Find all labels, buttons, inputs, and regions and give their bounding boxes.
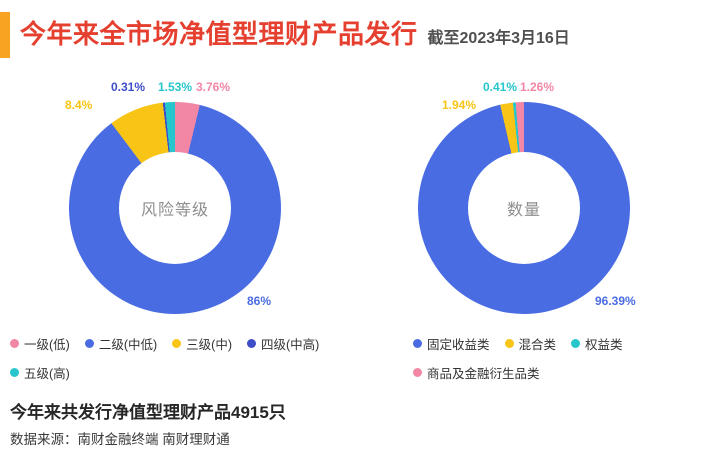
header: 今年来全市场净值型理财产品发行 截至2023年3月16日: [20, 14, 690, 51]
donut-ring: 风险等级: [69, 102, 281, 314]
legend-item: 四级(中高): [246, 334, 320, 353]
percent-label: 96.39%: [595, 294, 636, 308]
page-title: 今年来全市场净值型理财产品发行: [20, 19, 418, 49]
legend-item: 混合类: [504, 334, 557, 353]
percent-label: 0.41%: [483, 80, 518, 94]
legend-item: 商品及金融衍生品类: [413, 363, 540, 382]
legend-dot: [413, 339, 422, 348]
donut-hole: 数量: [468, 152, 580, 264]
percent-label: 1.53%: [158, 80, 193, 94]
legend-dot: [571, 339, 581, 348]
legend-quantity: 固定收益类 混合类 权益类 商品及金融衍生品类: [413, 334, 698, 382]
legend-label: 二级(中低): [98, 338, 158, 352]
legend-dot: [10, 368, 19, 377]
source-text: 数据来源：南财金融终端 南财理财通: [10, 432, 230, 447]
accent-bar: [0, 12, 10, 58]
percent-label: 1.94%: [442, 98, 477, 112]
percent-label: 0.31%: [111, 80, 146, 94]
legend-label: 五级(高): [24, 367, 70, 381]
percent-label: 1.26%: [520, 80, 555, 94]
legend-dot: [10, 339, 19, 348]
legend-item: 权益类: [571, 334, 623, 353]
legend-label: 商品及金融衍生品类: [427, 367, 540, 381]
legend-label: 权益类: [585, 338, 623, 352]
legend-item: 二级(中低): [84, 334, 158, 353]
legend-dot: [504, 339, 514, 348]
percent-label: 8.4%: [65, 98, 93, 112]
legend-item: 一级(低): [10, 334, 70, 353]
donut-hole: 风险等级: [119, 152, 231, 264]
legend-label: 三级(中): [186, 338, 232, 352]
legend-dot: [246, 339, 256, 348]
legend-risk-level: 一级(低) 二级(中低) 三级(中) 四级(中高) 五级(高): [10, 334, 350, 382]
legend-label: 一级(低): [24, 338, 70, 352]
legend-dot: [172, 339, 182, 348]
center-label: 数量: [506, 202, 541, 219]
legend-dot: [413, 368, 422, 377]
legend-label: 混合类: [518, 338, 557, 352]
summary-text: 今年来共发行净值型理财产品4915只: [10, 403, 286, 422]
legend-label: 四级(中高): [260, 338, 320, 352]
legend-label: 固定收益类: [427, 338, 490, 352]
donut-ring: 数量: [418, 102, 630, 314]
donut-chart-risk-level: 风险等级 3.76% 86% 8.4% 0.31% 1.53%: [5, 70, 350, 328]
donut-chart-quantity: 数量 96.39% 1.94% 0.41% 1.26%: [352, 70, 697, 328]
percent-label: 86%: [247, 294, 272, 308]
legend-item: 三级(中): [172, 334, 232, 353]
date-note: 截至2023年3月16日: [427, 30, 570, 47]
legend-dot: [84, 339, 94, 348]
percent-label: 3.76%: [196, 80, 231, 94]
legend-item: 固定收益类: [413, 334, 490, 353]
center-label: 风险等级: [140, 202, 209, 219]
legend-item: 五级(高): [10, 363, 70, 382]
